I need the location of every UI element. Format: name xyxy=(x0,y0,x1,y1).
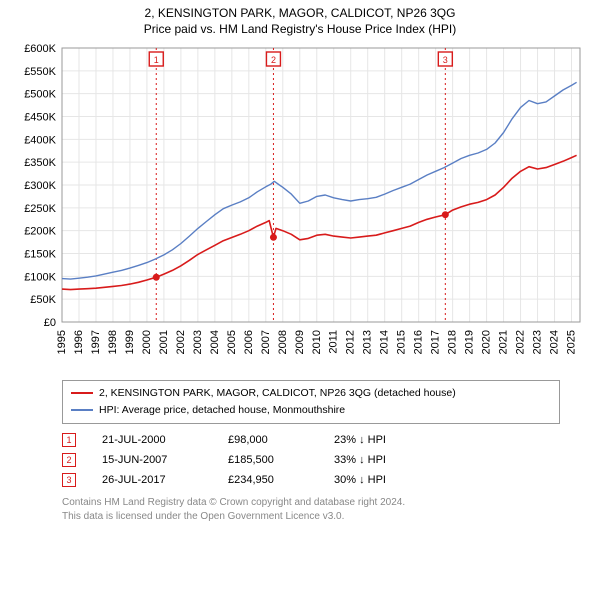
sale-marker-icon: 1 xyxy=(62,433,76,447)
footnote-line1: Contains HM Land Registry data © Crown c… xyxy=(62,496,560,510)
legend-label: 2, KENSINGTON PARK, MAGOR, CALDICOT, NP2… xyxy=(99,385,456,402)
svg-text:1999: 1999 xyxy=(124,330,136,354)
footnote-line2: This data is licensed under the Open Gov… xyxy=(62,510,560,524)
svg-text:£500K: £500K xyxy=(24,89,56,101)
svg-text:2005: 2005 xyxy=(226,330,238,354)
svg-text:2001: 2001 xyxy=(158,330,170,354)
svg-text:2025: 2025 xyxy=(566,330,578,354)
svg-text:2006: 2006 xyxy=(243,330,255,354)
legend-item: HPI: Average price, detached house, Monm… xyxy=(71,402,551,419)
svg-text:2013: 2013 xyxy=(362,330,374,354)
chart-title: 2, KENSINGTON PARK, MAGOR, CALDICOT, NP2… xyxy=(10,6,590,20)
svg-text:2015: 2015 xyxy=(396,330,408,354)
svg-text:2022: 2022 xyxy=(515,330,527,354)
svg-text:2003: 2003 xyxy=(192,330,204,354)
svg-text:2: 2 xyxy=(271,55,276,65)
sale-price: £234,950 xyxy=(228,474,308,486)
svg-text:2023: 2023 xyxy=(532,330,544,354)
sale-marker-icon: 2 xyxy=(62,453,76,467)
svg-text:2011: 2011 xyxy=(328,330,340,354)
sales-table: 1 21-JUL-2000 £98,000 23% ↓ HPI 2 15-JUN-2007… xyxy=(62,430,560,490)
svg-text:£150K: £150K xyxy=(24,249,56,261)
svg-text:2000: 2000 xyxy=(141,330,153,354)
sales-row: 2 15-JUN-2007 £185,500 33% ↓ HPI xyxy=(62,450,560,470)
svg-text:1998: 1998 xyxy=(107,330,119,354)
legend-label: HPI: Average price, detached house, Monm… xyxy=(99,402,345,419)
svg-text:£300K: £300K xyxy=(24,180,56,192)
svg-text:2017: 2017 xyxy=(430,330,442,354)
sales-row: 1 21-JUL-2000 £98,000 23% ↓ HPI xyxy=(62,430,560,450)
svg-text:2016: 2016 xyxy=(413,330,425,354)
sale-date: 26-JUL-2017 xyxy=(102,474,202,486)
svg-text:£450K: £450K xyxy=(24,112,56,124)
sale-date: 21-JUL-2000 xyxy=(102,434,202,446)
svg-text:£350K: £350K xyxy=(24,157,56,169)
svg-text:2010: 2010 xyxy=(311,330,323,354)
svg-text:2021: 2021 xyxy=(498,330,510,354)
svg-text:£600K: £600K xyxy=(24,43,56,55)
svg-text:£550K: £550K xyxy=(24,66,56,78)
chart-svg: £0 £50K £100K £150K £200K £250K £300K £350K £400… xyxy=(10,40,590,370)
svg-text:£50K: £50K xyxy=(30,294,56,306)
svg-text:1995: 1995 xyxy=(56,330,68,354)
svg-text:2009: 2009 xyxy=(294,330,306,354)
legend-swatch xyxy=(71,409,93,411)
svg-text:2024: 2024 xyxy=(549,330,561,354)
svg-text:3: 3 xyxy=(443,55,448,65)
svg-text:£250K: £250K xyxy=(24,203,56,215)
sale-diff: 23% ↓ HPI xyxy=(334,434,434,446)
price-chart: £0 £50K £100K £150K £200K £250K £300K £350K £400… xyxy=(10,40,590,370)
legend: 2, KENSINGTON PARK, MAGOR, CALDICOT, NP2… xyxy=(62,380,560,424)
svg-text:2019: 2019 xyxy=(464,330,476,354)
svg-text:2020: 2020 xyxy=(481,330,493,354)
svg-text:2002: 2002 xyxy=(175,330,187,354)
sale-diff: 30% ↓ HPI xyxy=(334,474,434,486)
svg-text:2007: 2007 xyxy=(260,330,272,354)
svg-text:2018: 2018 xyxy=(447,330,459,354)
chart-subtitle: Price paid vs. HM Land Registry's House … xyxy=(10,22,590,36)
svg-text:£0: £0 xyxy=(44,317,56,329)
sale-marker-icon: 3 xyxy=(62,473,76,487)
sale-date: 15-JUN-2007 xyxy=(102,454,202,466)
legend-swatch xyxy=(71,392,93,394)
sale-price: £98,000 xyxy=(228,434,308,446)
svg-text:£400K: £400K xyxy=(24,134,56,146)
sale-price: £185,500 xyxy=(228,454,308,466)
svg-text:£200K: £200K xyxy=(24,226,56,238)
sale-diff: 33% ↓ HPI xyxy=(334,454,434,466)
svg-text:2012: 2012 xyxy=(345,330,357,354)
svg-text:£100K: £100K xyxy=(24,271,56,283)
svg-text:2008: 2008 xyxy=(277,330,289,354)
sales-row: 3 26-JUL-2017 £234,950 30% ↓ HPI xyxy=(62,470,560,490)
svg-text:1: 1 xyxy=(154,55,159,65)
svg-text:2014: 2014 xyxy=(379,330,391,354)
svg-text:1997: 1997 xyxy=(90,330,102,354)
footnote: Contains HM Land Registry data © Crown c… xyxy=(62,496,560,524)
legend-item: 2, KENSINGTON PARK, MAGOR, CALDICOT, NP2… xyxy=(71,385,551,402)
svg-text:2004: 2004 xyxy=(209,330,221,354)
svg-text:1996: 1996 xyxy=(73,330,85,354)
